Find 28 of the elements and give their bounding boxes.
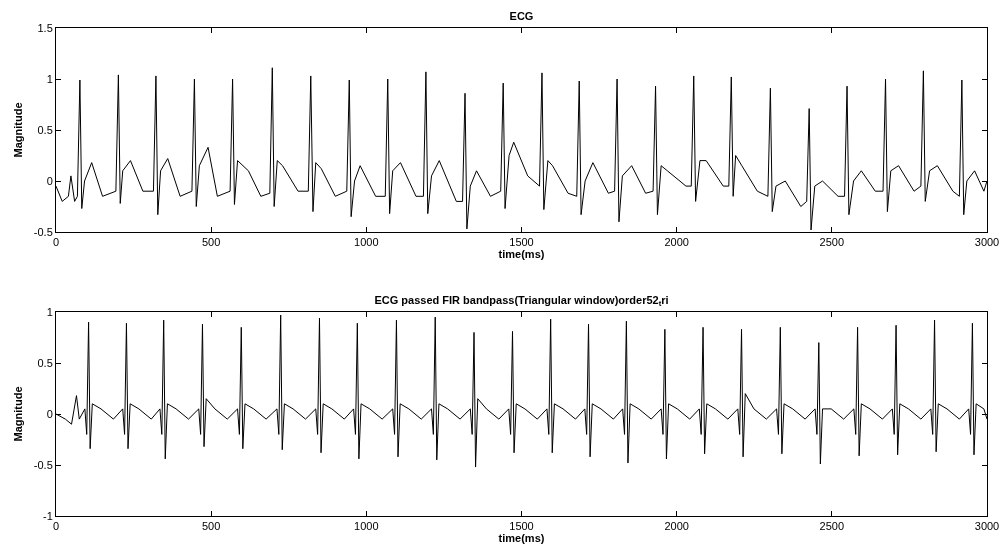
y-tick-label: 0 <box>46 174 53 187</box>
x-axis-title: time(ms) <box>498 532 545 545</box>
x-tick-label: 1000 <box>354 236 379 249</box>
y-tick-label: -0.5 <box>33 225 53 238</box>
y-tick-label: 0.5 <box>37 356 53 369</box>
chart-title: ECG passed FIR bandpass(Triangular window)order52$_{t}$ri <box>374 294 669 309</box>
x-tick-label: 3000 <box>974 236 1000 249</box>
y-axis-title: Magnitude <box>12 386 25 442</box>
x-tick-label: 1500 <box>509 520 534 533</box>
y-tick-label: -1 <box>43 509 53 522</box>
x-tick-label: 500 <box>201 236 221 249</box>
x-tick-label: 3000 <box>974 520 1000 533</box>
x-tick-label: 2500 <box>819 236 845 249</box>
y-tick-label: 1 <box>46 305 53 318</box>
x-axis-title: time(ms) <box>498 248 545 261</box>
x-tick-label: 1500 <box>509 236 534 249</box>
y-tick-label: -0.5 <box>33 458 53 471</box>
x-tick-label: 2000 <box>664 520 689 533</box>
x-tick-label: 2000 <box>664 236 689 249</box>
y-axis-title: Magnitude <box>12 102 25 158</box>
y-tick-label: 0 <box>46 407 53 420</box>
y-tick-label: 0.5 <box>37 123 53 136</box>
chart-title: ECG <box>509 10 534 22</box>
x-tick-label: 500 <box>201 520 221 533</box>
x-tick-label: 1000 <box>354 520 379 533</box>
y-tick-label: 1.5 <box>37 21 53 34</box>
x-tick-label: 2500 <box>819 520 845 533</box>
y-tick-label: 1 <box>46 72 53 85</box>
